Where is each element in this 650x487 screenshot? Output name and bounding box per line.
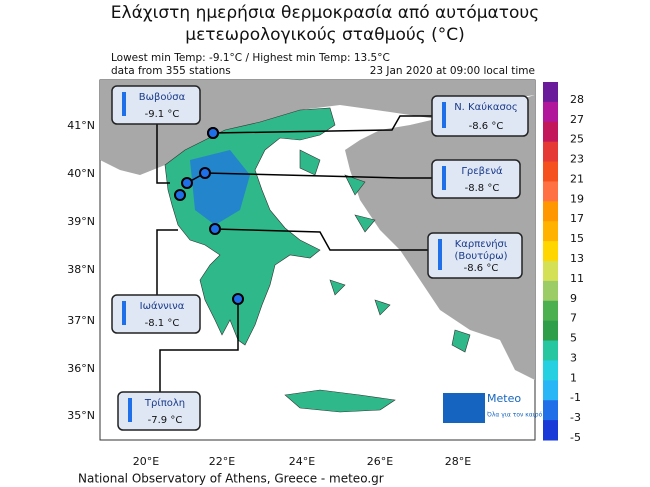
title-line1: Ελάχιστη ημερήσια θερμοκρασία από αυτόμα… (111, 3, 539, 23)
logo-icon (443, 393, 485, 423)
colorbar-segment (543, 221, 558, 242)
station-dot (181, 177, 193, 189)
colorbar-label: 13 (570, 252, 584, 265)
station-leader (159, 299, 239, 392)
colorbar-label: 1 (570, 371, 577, 384)
crete (284, 389, 396, 413)
colorbar-segment (543, 420, 558, 441)
station-name: Τρίπολη (144, 397, 185, 409)
colorbar-segment (543, 340, 558, 361)
station-box (111, 294, 201, 334)
lat-label: 40°N (67, 167, 95, 180)
lat-label: 37°N (67, 314, 95, 327)
footer: National Observatory of Athens, Greece -… (78, 472, 384, 486)
station-temp: -8.1 °C (145, 318, 180, 329)
station-box (431, 159, 521, 199)
aegean-islands (299, 149, 391, 316)
colorbar-segment (543, 360, 558, 381)
title-line2: μετεωρολογικούς σταθμούς (°C) (185, 25, 464, 45)
thermometer (438, 239, 442, 270)
station-name: Ιωάννινα (140, 300, 185, 312)
thermometer (122, 92, 126, 116)
station-temp: -8.8 °C (465, 183, 500, 194)
colorbar-segment (543, 101, 558, 123)
station-temp: -8.6 °C (464, 263, 499, 274)
station-temp: -9.1 °C (145, 109, 180, 120)
colorbar-segment (543, 201, 558, 222)
station-box (427, 232, 523, 279)
lon-label: 24°E (289, 455, 315, 468)
colorbar-label: 15 (570, 232, 584, 245)
colorbar-segment (543, 380, 558, 401)
colorbar-label: 11 (570, 272, 584, 285)
logo-slogan: Όλα για τον καιρό (486, 412, 543, 419)
station-dot (174, 189, 186, 201)
colorbar-label: 27 (570, 113, 584, 126)
stations-count: data from 355 stations (111, 65, 231, 77)
station-leader (156, 229, 178, 295)
colorbar-label: 28 (570, 93, 584, 106)
colorbar-segment (543, 141, 558, 163)
colorbar-label: 17 (570, 212, 584, 225)
station-name: Καρπενήσι (Βουτύρω) (454, 238, 507, 262)
station-leader (214, 228, 428, 251)
logo-brand: Meteo (487, 392, 521, 405)
station-box (111, 85, 201, 125)
station-dot (207, 127, 219, 139)
station-leader (156, 124, 170, 184)
thermometer (128, 398, 132, 422)
station-temp: -8.6 °C (469, 121, 504, 132)
lat-label: 41°N (67, 119, 95, 132)
colorbar-label: 3 (570, 351, 577, 364)
colorbar-label: -1 (570, 391, 581, 404)
lat-label: 38°N (67, 263, 95, 276)
stations: Βωβούσα -9.1 °C Ν. Καύκασος -8.6 °C Γρεβενά -… (111, 85, 529, 431)
colorbar-label: 25 (570, 133, 584, 146)
station-name: Ν. Καύκασος (454, 101, 518, 113)
station-dot (199, 167, 211, 179)
colorbar-segment (543, 261, 558, 282)
colorbar-segment (543, 161, 558, 182)
lat-label: 35°N (67, 409, 95, 422)
station-name: Γρεβενά (461, 165, 503, 177)
station-temp: -7.9 °C (148, 415, 183, 426)
colorbar-segment (543, 400, 558, 421)
lon-label: 22°E (209, 455, 235, 468)
station-box (431, 95, 529, 137)
colorbar-label: 19 (570, 192, 584, 205)
rhodes (451, 329, 471, 353)
colorbar-segment (543, 320, 558, 342)
colorbar-segment (543, 241, 558, 262)
colorbar-segment (543, 121, 558, 143)
station-leader (204, 172, 432, 179)
colorbar-label: 23 (570, 153, 584, 166)
balkans-land (100, 80, 535, 175)
colorbar-label: -3 (570, 411, 581, 424)
lat-label: 39°N (67, 215, 95, 228)
colorbar-label: -5 (570, 431, 581, 444)
station-dot (232, 293, 244, 305)
timestamp: 23 Jan 2020 at 09:00 local time (370, 65, 535, 77)
colorbar-label: 9 (570, 292, 577, 305)
lat-label: 36°N (67, 362, 95, 375)
thermometer (442, 166, 446, 190)
colorbar-segment (543, 300, 558, 322)
colorbar-segment (543, 181, 558, 202)
extremes: Lowest min Temp: -9.1°C / Highest min Te… (111, 52, 390, 64)
lon-label: 26°E (367, 455, 393, 468)
colorbar-segment (543, 280, 558, 302)
colorbar-label: 7 (570, 312, 577, 325)
station-name: Βωβούσα (139, 91, 186, 103)
colorbar-label: 5 (570, 332, 577, 345)
colorbar-label: 21 (570, 172, 584, 185)
thermometer (122, 301, 126, 325)
station-dot (209, 223, 221, 235)
thermometer (442, 102, 446, 128)
colorbar-segment (543, 82, 558, 103)
lon-label: 20°E (133, 455, 159, 468)
station-leader (212, 115, 432, 134)
lon-label: 28°E (445, 455, 471, 468)
station-box (117, 391, 201, 431)
